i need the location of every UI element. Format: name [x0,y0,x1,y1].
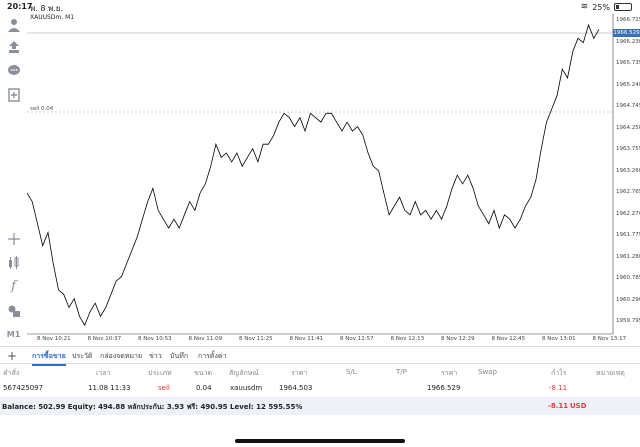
balance-currency: USD [570,402,587,410]
header-tp: T/P [396,368,407,376]
crosshair-icon[interactable] [5,230,22,247]
indicators-icon[interactable]: f [11,279,16,294]
price-tick-label: 1962.765 [616,189,640,195]
header-size: ขนาด [194,369,213,377]
header-symbol: สัญลักษณ์ [229,369,259,377]
sell-order-label[interactable]: sell 0.04 [30,106,54,112]
time-tick-label: 8 Nov 13:17 [592,336,627,342]
row-symbol: xauusdm [230,384,263,392]
tab-journal[interactable]: บันทึก [170,352,189,360]
balance-text: Balance: 502.99 Equity: 494.88 หลักประกั… [2,403,303,411]
price-series-line [26,23,600,327]
time-tick-label: 8 Nov 11:57 [340,336,374,342]
tab-trade[interactable]: การซื้อขาย [32,352,66,366]
time-tick-label: 8 Nov 10:21 [37,336,71,342]
price-tick-label: 1965.240 [616,81,640,88]
header-sl: S/L [346,368,357,376]
current-price-tag: 1966.529 [613,29,640,37]
new-order-icon[interactable] [5,86,22,103]
tab-mailbox[interactable]: กล่องจดหมาย [100,352,143,360]
account-icon[interactable] [5,16,22,33]
price-tick-label: 1960.785 [616,275,640,281]
price-tick-label: 1964.745 [616,103,640,109]
time-tick-label: 8 Nov 11:25 [239,336,273,342]
trade-icon[interactable] [5,38,22,55]
time-tick-label: 8 Nov 13:01 [542,336,576,342]
battery-percent: 25% [592,2,610,12]
time-tick-label: 8 Nov 11:09 [188,336,223,342]
row-price: 1964.503 [279,384,313,392]
header-type: ประเภท [148,369,172,377]
timeframe-icon[interactable]: M1 [6,330,21,339]
price-tick-label: 1962.270 [616,210,640,217]
time-tick-label: 8 Nov 10:53 [138,336,172,342]
chart-type-icon[interactable] [5,254,22,271]
price-tick-label: 1964.250 [616,124,640,131]
header-swap: Swap [478,368,497,376]
wifi-icon: ≋ [580,2,589,12]
header-order: คำสั่ง [3,369,20,377]
chart-svg[interactable] [26,14,640,346]
header-comment: หมายเหตุ [596,369,625,377]
price-tick-label: 1963.755 [616,146,640,152]
row-current-price: 1966.529 [427,384,461,392]
balance-profit: -8.11 [548,402,569,410]
price-tick-label: 1963.260 [616,167,640,174]
left-toolbar: f M1 [0,14,27,344]
chart-symbol-label: XAUUSDm, M1 [30,14,75,21]
status-bar: 20:17 พ. 8 พ.ย. ≋ 25% [0,0,640,14]
row-profit: -8.11 [549,384,568,392]
price-tick-label: 1959.795 [616,318,640,324]
time-tick-label: 8 Nov 12:13 [390,336,425,342]
price-tick-label: 1966.725 [616,17,640,23]
header-profit: กำไร [551,369,567,377]
add-icon[interactable]: + [7,349,18,363]
price-tick-label: 1966.230 [616,38,640,45]
header-time: เวลา [96,369,111,377]
battery-icon [614,3,632,11]
header-price: ราคา [291,369,308,377]
price-tick-label: 1965.735 [616,60,640,66]
clock: 20:17 [7,2,33,11]
time-tick-label: 8 Nov 12:29 [441,336,475,342]
date: พ. 8 พ.ย. [30,4,64,13]
objects-icon[interactable] [5,302,22,319]
chat-icon[interactable] [5,62,22,79]
tab-news[interactable]: ข่าว [149,352,162,360]
row-type: sell [158,384,170,392]
tab-settings[interactable]: การตั้งค่า [198,352,227,360]
price-chart[interactable]: XAUUSDm, M1 sell 0.04 1966.529 1966.725 1… [26,14,640,346]
time-tick-label: 8 Nov 12:45 [491,336,526,342]
balance-bar: Balance: 502.99 Equity: 494.88 หลักประกั… [0,397,640,415]
tab-history[interactable]: ประวัติ [72,352,93,360]
time-tick-label: 8 Nov 10:37 [87,336,122,342]
price-tick-label: 1961.280 [616,253,640,260]
row-order: 567425097 [3,384,44,392]
header-current-price: ราคา [441,369,458,377]
terminal-tabs: + การซื้อขาย ประวัติ กล่องจดหมาย ข่าว บั… [0,346,640,366]
row-size: 0.04 [196,384,212,392]
time-tick-label: 8 Nov 11:41 [289,336,324,342]
row-time: 11.08 11:33 [88,384,131,392]
price-tick-label: 1961.775 [616,232,640,238]
price-tick-label: 1960.290 [616,296,640,303]
home-indicator[interactable] [235,439,405,443]
